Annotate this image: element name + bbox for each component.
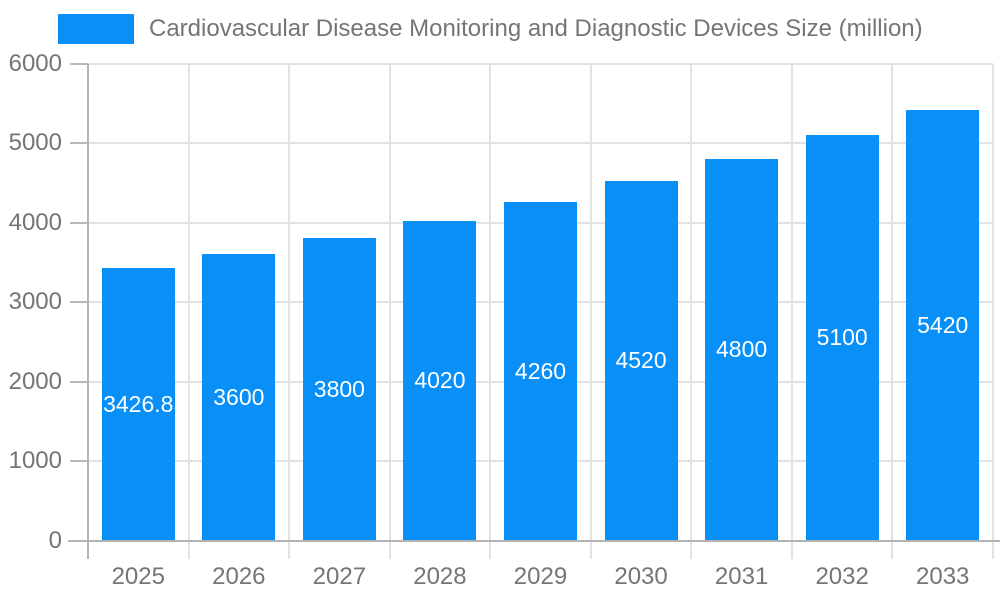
chart-title: Cardiovascular Disease Monitoring and Di… — [149, 15, 923, 42]
bar: 4520 — [604, 181, 678, 541]
bar: 3800 — [302, 238, 376, 541]
x-gridline — [690, 63, 693, 559]
y-axis-tick — [70, 62, 88, 65]
bar-value-label: 4020 — [414, 367, 466, 394]
x-axis-label: 2027 — [312, 562, 367, 590]
y-axis-label: 1000 — [8, 447, 62, 474]
x-gridline — [992, 63, 994, 559]
x-axis-label: 2029 — [513, 562, 568, 590]
y-axis-tick — [70, 221, 88, 224]
x-gridline — [187, 63, 190, 559]
x-gridline — [388, 63, 391, 559]
y-axis-label: 6000 — [8, 49, 62, 77]
bar: 3426.8 — [101, 268, 175, 541]
y-gridline — [70, 142, 993, 144]
x-axis-label: 2033 — [916, 562, 970, 590]
legend-swatch — [58, 13, 134, 44]
y-axis-tick — [70, 380, 88, 383]
bar-value-label: 3600 — [213, 383, 265, 410]
x-axis-label: 2028 — [413, 562, 467, 590]
x-gridline — [589, 63, 592, 559]
bar-value-label: 5100 — [816, 324, 868, 351]
bar-value-label: 3800 — [313, 375, 365, 402]
y-axis-label: 0 — [48, 526, 62, 554]
bar: 5420 — [906, 109, 980, 541]
y-gridline — [70, 62, 993, 65]
bar-value-label: 4520 — [615, 347, 667, 374]
bar-value-label: 4260 — [514, 357, 567, 384]
x-axis-label: 2032 — [815, 562, 869, 590]
x-gridline — [790, 63, 793, 559]
bar: 5100 — [805, 135, 879, 541]
x-axis-line — [68, 539, 1000, 542]
bar: 3600 — [202, 254, 276, 541]
bar-value-label: 3426.8 — [103, 390, 174, 417]
bar-value-label: 4800 — [716, 336, 768, 363]
x-gridline — [288, 63, 291, 559]
bar: 4020 — [403, 220, 477, 541]
y-axis-tick — [70, 301, 88, 303]
y-axis-label: 3000 — [8, 288, 62, 315]
y-axis-tick — [70, 460, 88, 462]
y-axis-tick — [70, 142, 88, 144]
x-axis-label: 2030 — [614, 562, 668, 590]
y-axis-label: 2000 — [8, 367, 62, 395]
bar: 4260 — [504, 201, 577, 541]
x-axis-label: 2025 — [111, 562, 165, 590]
y-axis-label: 5000 — [8, 129, 62, 156]
x-gridline — [489, 63, 492, 559]
x-gridline — [891, 63, 894, 559]
y-axis-line — [87, 63, 89, 559]
x-axis-label: 2026 — [212, 562, 266, 590]
y-axis-label: 4000 — [8, 208, 62, 236]
bar-value-label: 5420 — [917, 311, 969, 338]
x-axis-label: 2031 — [714, 562, 769, 590]
chart-legend[interactable]: Cardiovascular Disease Monitoring and Di… — [58, 13, 923, 44]
bar: 4800 — [705, 158, 779, 541]
